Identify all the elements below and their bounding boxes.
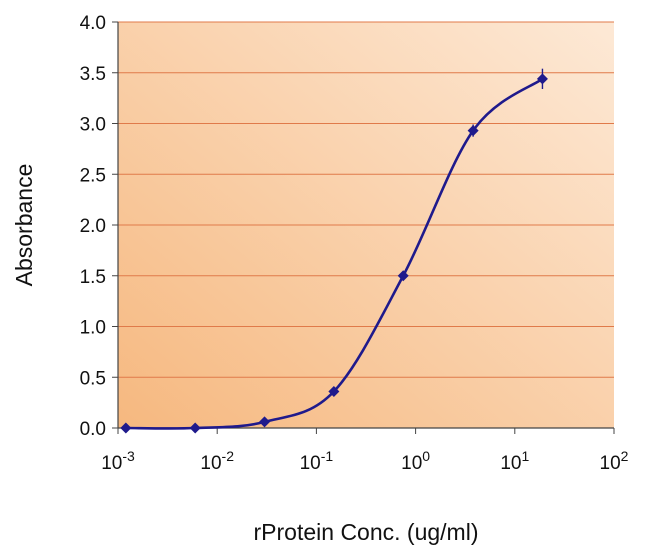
y-tick-label: 0.5 [80, 368, 106, 389]
y-tick-label: 2.0 [80, 216, 106, 237]
x-tick-label: 102 [600, 448, 629, 474]
y-tick-label: 1.0 [80, 318, 106, 339]
y-tick-label: 2.5 [80, 165, 106, 186]
gridlines [118, 21, 614, 378]
data-point [120, 422, 132, 434]
data-point [189, 422, 201, 434]
x-tick-label: 10-1 [300, 448, 334, 474]
y-tick-label: 3.5 [80, 64, 106, 85]
x-tick-label: 101 [500, 448, 529, 474]
x-tick-label: 100 [401, 448, 430, 474]
y-axis-title: Absorbance [11, 164, 37, 287]
data-point [259, 416, 271, 428]
x-tick-label: 10-3 [101, 448, 135, 474]
y-tick-label: 0.0 [80, 419, 106, 440]
axis-labels: 0.0 0.5 1.0 1.5 2.0 2.5 3.0 3.5 4.0 10-3 10-2 10-1 1… [80, 13, 629, 474]
data-point [467, 125, 479, 137]
y-tick-label: 4.0 [80, 13, 106, 34]
data-series [120, 68, 548, 434]
data-point [397, 270, 409, 282]
data-point [536, 73, 548, 85]
y-tick-label: 1.5 [80, 267, 106, 288]
y-tick-label: 3.0 [80, 115, 106, 136]
data-point [328, 385, 340, 397]
x-axis-title: rProtein Conc. (ug/ml) [254, 519, 479, 545]
x-tick-label: 10-2 [200, 448, 234, 474]
